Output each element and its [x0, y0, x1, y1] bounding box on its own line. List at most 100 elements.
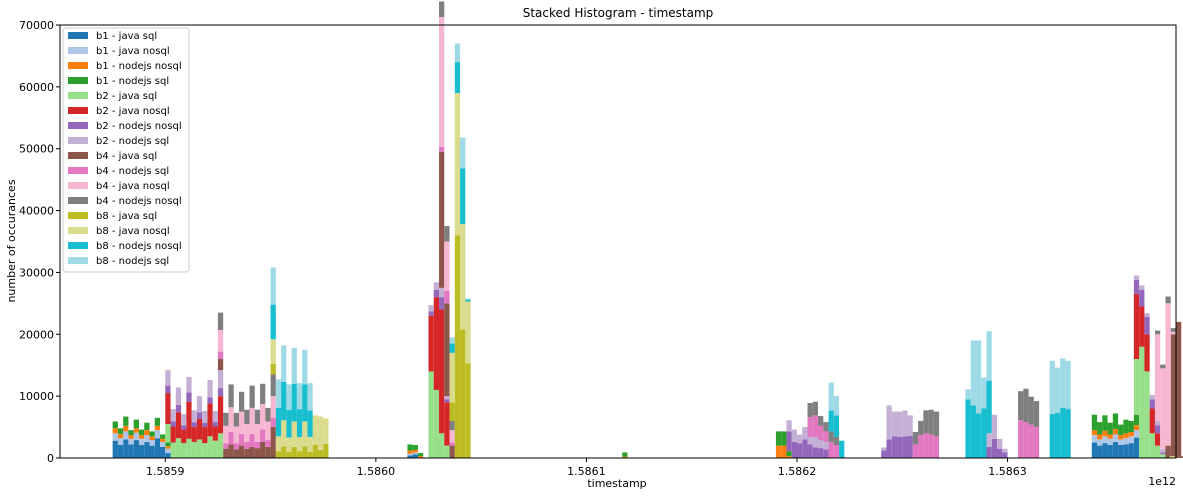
- bar-1-55-2: [1102, 436, 1108, 444]
- bar-11-27-0: [439, 1, 445, 17]
- bar-2-2-4: [133, 428, 139, 433]
- bar-4-4-9: [212, 440, 218, 458]
- bar-6-36-4: [807, 444, 813, 458]
- bar-3-35-1: [781, 431, 787, 446]
- bar-10-10-7: [254, 423, 261, 442]
- bar-13-13-10: [323, 418, 329, 444]
- bar-14-40-0: [828, 410, 834, 432]
- bar-2-18-1: [412, 449, 418, 453]
- bar-7-49-2: [997, 438, 1003, 449]
- bar-1-1-9: [160, 441, 166, 447]
- bar-13-29-3: [465, 301, 471, 364]
- bar-11-11-10: [270, 374, 276, 397]
- bar-4-58-5: [1160, 454, 1166, 458]
- bar-0-54-6: [1123, 444, 1129, 458]
- bar-10-26-0: [439, 16, 445, 147]
- bar-1-55-5: [1118, 439, 1124, 446]
- bar-0-54-4: [1112, 441, 1119, 458]
- bar-4-20-0: [428, 371, 434, 458]
- bar-10-10-10: [270, 396, 276, 418]
- bar-14-52-1: [1054, 412, 1061, 458]
- bar-11-11-3: [233, 412, 239, 427]
- bar-7-37-5: [812, 436, 819, 448]
- bar-10-26-2: [449, 430, 455, 443]
- bar-15-31-3: [465, 298, 471, 300]
- bar-4-58-0: [1133, 359, 1140, 415]
- bar-8-8-4: [238, 445, 245, 458]
- bar-5-21-3: [444, 402, 450, 446]
- bar-7-43-1: [886, 405, 892, 440]
- bar-14-14-1: [275, 407, 282, 437]
- bar-15-15-1: [275, 379, 282, 408]
- bar-9-44-4: [933, 436, 940, 458]
- bar-9-9-1: [223, 443, 229, 449]
- y-tick-label: 60000: [19, 81, 54, 94]
- bar-14-46-1: [970, 405, 976, 458]
- bar-2-2-6: [144, 430, 150, 436]
- bar-8-62-0: [1165, 445, 1171, 458]
- bar-2-56-6: [1123, 433, 1129, 439]
- bar-5-21-2: [439, 309, 445, 434]
- bar-11-45-4: [933, 411, 940, 437]
- bar-1-55-8: [1133, 430, 1140, 438]
- bar-13-13-2: [281, 420, 287, 447]
- bar-14-30-1: [454, 62, 461, 94]
- bar-12-28-2: [460, 329, 466, 458]
- bar-2-2-10: [165, 446, 171, 449]
- bar-6-36-1: [791, 441, 797, 458]
- bar-11-64-2: [1165, 296, 1171, 304]
- legend-label-5: b2 - java nosql: [96, 106, 170, 117]
- y-tick-label: 30000: [19, 266, 54, 279]
- bar-0-0-1: [117, 445, 124, 458]
- legend-label-6: b2 - nodejs nosql: [96, 121, 182, 132]
- bar-12-28-3: [465, 363, 471, 458]
- bar-8-8-1: [223, 448, 229, 458]
- bar-7-43-0: [881, 447, 887, 451]
- bar-11-45-2: [923, 410, 929, 434]
- bar-2-2-7: [149, 436, 155, 441]
- bar-5-5-8: [207, 403, 213, 437]
- bar-7-61-4: [1154, 420, 1161, 426]
- bar-12-12-4: [291, 446, 297, 458]
- bar-7-7-0: [165, 370, 171, 386]
- bar-9-38-1: [812, 415, 819, 437]
- bar-7-7-10: [217, 370, 224, 389]
- bar-6-36-2: [796, 443, 803, 458]
- bar-11-11-6: [249, 385, 255, 408]
- bar-10-10-5: [244, 423, 250, 442]
- bar-9-50-0: [1018, 420, 1024, 458]
- bar-11-39-3: [823, 422, 829, 432]
- legend-swatch-9: [68, 167, 88, 174]
- y-axis-label: number of occurances: [5, 179, 18, 302]
- bar-15-47-3: [981, 377, 987, 409]
- bar-6-6-6: [196, 412, 203, 420]
- bar-6-6-1: [170, 421, 176, 427]
- bar-9-44-1: [918, 435, 924, 458]
- bar-15-53-1: [1054, 367, 1061, 413]
- bar-9-38-3: [823, 431, 829, 442]
- legend-label-7: b2 - nodejs sql: [96, 136, 169, 147]
- bar-8-24-1: [444, 303, 450, 397]
- bar-0-0-2: [123, 439, 129, 458]
- bar-9-50-3: [1033, 427, 1040, 458]
- y-tick-label: 50000: [19, 143, 54, 156]
- bar-7-61-1: [1139, 285, 1145, 290]
- bar-8-8-8: [260, 441, 266, 458]
- bar-6-42-3: [897, 436, 903, 458]
- bar-8-24-0: [439, 151, 445, 288]
- bar-11-11-5: [244, 409, 250, 424]
- bar-1-1-3: [128, 438, 134, 445]
- bar-6-6-8: [207, 397, 213, 404]
- x-axis-ticks: 1.5859 1.5860 1.5861 1.5862 1.5863: [146, 458, 1027, 478]
- bar-4-4-7: [202, 443, 208, 458]
- bar-11-64-1: [1160, 364, 1166, 369]
- bar-1-1-1: [117, 438, 124, 446]
- bar-6-48-2: [997, 448, 1003, 458]
- bar-6-36-6: [818, 448, 824, 458]
- bar-3-3-2: [123, 416, 129, 426]
- bar-9-9-0: [217, 351, 224, 360]
- bar-15-15-5: [296, 383, 303, 410]
- bar-4-4-4: [186, 438, 192, 458]
- bar-12-12-2: [281, 446, 287, 458]
- bar-12-12-10: [323, 443, 329, 458]
